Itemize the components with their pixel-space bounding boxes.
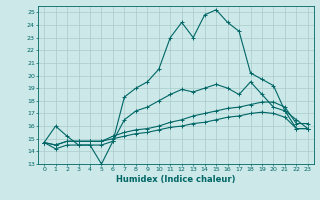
X-axis label: Humidex (Indice chaleur): Humidex (Indice chaleur) — [116, 175, 236, 184]
